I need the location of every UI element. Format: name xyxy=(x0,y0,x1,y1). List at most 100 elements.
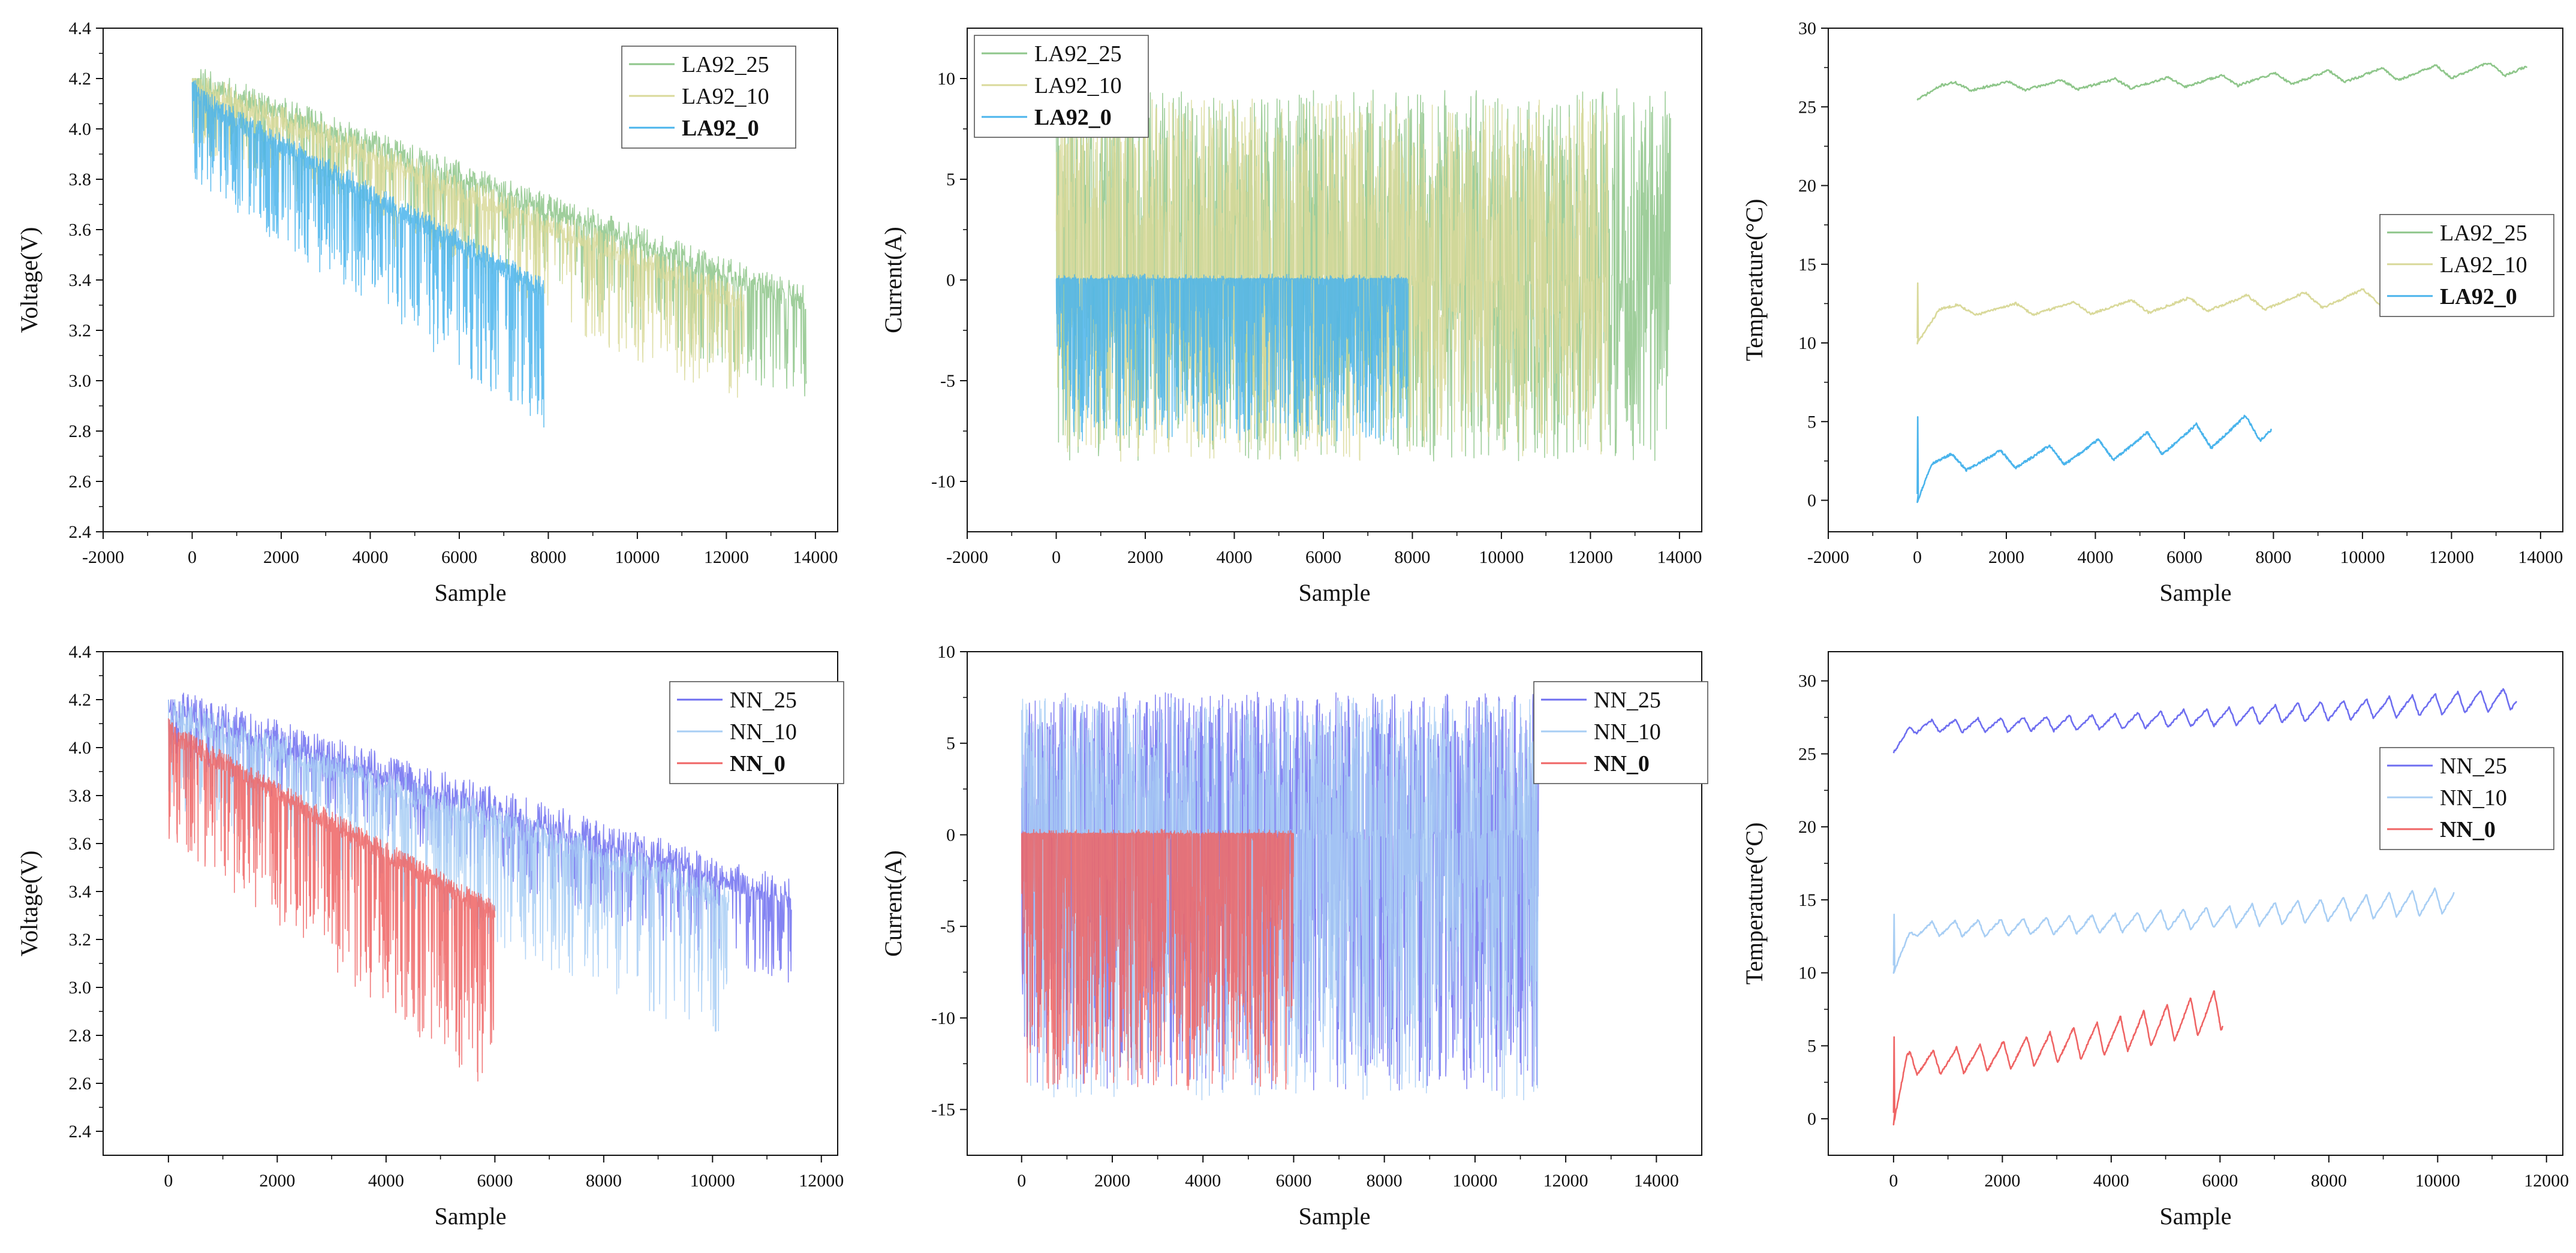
legend: NN_25 NN_10 NN_0 xyxy=(1533,681,1708,784)
series-group xyxy=(168,692,792,1082)
y-tick-label: 5 xyxy=(946,734,955,754)
chart-nn-voltage: 0 2000 4000 6000 8000 10000 12000 2.4 2.6 2.8 3.0 3… xyxy=(16,642,844,1230)
series-line-la92-25 xyxy=(1916,62,2527,101)
series-line-nn-10 xyxy=(168,699,730,1032)
legend-label: LA92_0 xyxy=(1034,105,1112,130)
series-line-la92-10 xyxy=(1055,98,1609,462)
x-tick-label: 4000 xyxy=(2077,547,2113,567)
legend-label: NN_25 xyxy=(2440,754,2507,779)
y-tick-label: 15 xyxy=(1798,890,1816,910)
x-tick-label: 12000 xyxy=(704,547,749,567)
x-axis-title: Sample xyxy=(2160,1203,2232,1230)
plot-frame xyxy=(1828,651,2563,1156)
legend-label: NN_10 xyxy=(1594,719,1661,745)
x-tick-label: 14000 xyxy=(2518,547,2563,567)
x-tick-label: 10000 xyxy=(2415,1171,2460,1191)
x-tick-label: -2000 xyxy=(82,547,124,567)
x-tick-label: 6000 xyxy=(441,547,477,567)
y-tick-label: 30 xyxy=(1798,19,1816,38)
legend-box xyxy=(669,681,844,784)
y-tick-label: -5 xyxy=(940,371,955,391)
legend: LA92_25 LA92_10 LA92_0 xyxy=(621,46,796,149)
legend-label: NN_10 xyxy=(730,719,797,745)
y-tick-label: 3.6 xyxy=(69,220,92,240)
y-axis-title: Temperature(°C) xyxy=(1741,823,1768,985)
x-axis-title: Sample xyxy=(2160,579,2232,606)
y-tick-label: 10 xyxy=(937,642,955,662)
y-tick-label: 5 xyxy=(1807,1036,1816,1056)
legend-label: LA92_10 xyxy=(2440,252,2527,278)
y-tick-label: 4.2 xyxy=(69,690,92,710)
legend-label: LA92_0 xyxy=(682,116,759,141)
legend-box xyxy=(974,35,1149,138)
x-axis-title: Sample xyxy=(1299,1203,1371,1230)
x-tick-label: -2000 xyxy=(946,547,988,567)
legend: LA92_25 LA92_10 LA92_0 xyxy=(974,35,1149,138)
x-tick-label: 12000 xyxy=(2429,547,2474,567)
legend-box xyxy=(621,46,796,149)
x-tick-label: 10000 xyxy=(1479,547,1524,567)
x-axis-title: Sample xyxy=(1299,579,1371,606)
plot-frame xyxy=(1828,28,2563,532)
y-tick-label: 0 xyxy=(946,825,955,845)
y-tick-label: -5 xyxy=(940,917,955,936)
y-tick-label: 5 xyxy=(1807,412,1816,432)
y-tick-label: 2.6 xyxy=(69,1074,92,1094)
legend-box xyxy=(2379,747,2554,850)
y-tick-label: 3.4 xyxy=(69,882,92,902)
x-tick-label: 4000 xyxy=(2093,1171,2129,1191)
x-tick-label: 2000 xyxy=(263,547,299,567)
y-tick-label: 3.6 xyxy=(69,834,92,854)
y-tick-label: -10 xyxy=(931,472,955,492)
legend: LA92_25 LA92_10 LA92_0 xyxy=(2379,213,2554,317)
y-tick-label: 3.8 xyxy=(69,170,92,189)
x-tick-label: 0 xyxy=(1913,547,1922,567)
y-tick-label: 2.8 xyxy=(69,1026,92,1046)
x-tick-label: 6000 xyxy=(2202,1171,2238,1191)
x-tick-label: 2000 xyxy=(1127,547,1163,567)
y-axis-title: Current(A) xyxy=(880,850,907,957)
legend-box xyxy=(1533,681,1708,784)
plot-frame xyxy=(967,651,1702,1156)
legend-label: NN_0 xyxy=(730,751,786,776)
series-line-nn-0 xyxy=(1892,990,2224,1126)
x-tick-label: 4000 xyxy=(1216,547,1252,567)
y-tick-label: 3.2 xyxy=(69,321,92,341)
legend-label: NN_25 xyxy=(730,688,797,713)
y-tick-label: 5 xyxy=(946,170,955,189)
y-tick-label: 2.6 xyxy=(69,472,92,492)
y-tick-label: 20 xyxy=(1798,817,1816,837)
legend-label: NN_10 xyxy=(2440,785,2507,811)
y-tick-label: 3.0 xyxy=(69,978,92,998)
y-tick-label: 4.0 xyxy=(69,738,92,758)
x-tick-label: 8000 xyxy=(586,1171,622,1191)
series-line-nn-10 xyxy=(1892,887,2455,974)
y-tick-label: 25 xyxy=(1798,744,1816,764)
chart-la92-current: -2000 0 2000 4000 6000 8000 10000 12000 14000 -10… xyxy=(880,28,1702,606)
legend-label: LA92_10 xyxy=(1034,73,1122,98)
y-tick-label: 20 xyxy=(1798,176,1816,196)
series-line-la92-0 xyxy=(1055,273,1409,442)
x-tick-label: 4000 xyxy=(368,1171,404,1191)
y-axis-title: Temperature(°C) xyxy=(1741,199,1768,362)
chart-la92-voltage: -2000 0 2000 4000 6000 8000 10000 12000 14000 2.4… xyxy=(16,19,838,606)
series-group xyxy=(1055,88,1671,462)
x-tick-label: 4000 xyxy=(1185,1171,1221,1191)
x-tick-label: 12000 xyxy=(1568,547,1613,567)
legend-label: LA92_25 xyxy=(682,52,769,77)
x-tick-label: 8000 xyxy=(2255,547,2291,567)
x-tick-label: -2000 xyxy=(1807,547,1849,567)
series-line-la92-10 xyxy=(1916,282,2470,345)
x-tick-label: 14000 xyxy=(1657,547,1702,567)
y-tick-label: 3.8 xyxy=(69,786,92,806)
y-tick-label: -15 xyxy=(931,1100,955,1120)
x-tick-label: 0 xyxy=(188,547,197,567)
y-tick-label: 4.4 xyxy=(69,642,92,662)
x-tick-label: 2000 xyxy=(1094,1171,1130,1191)
legend-label: LA92_0 xyxy=(2440,284,2517,309)
series-group xyxy=(1892,688,2518,1126)
y-axis-title: Voltage(V) xyxy=(16,227,43,333)
y-tick-label: 3.0 xyxy=(69,371,92,391)
x-tick-label: 0 xyxy=(1889,1171,1898,1191)
